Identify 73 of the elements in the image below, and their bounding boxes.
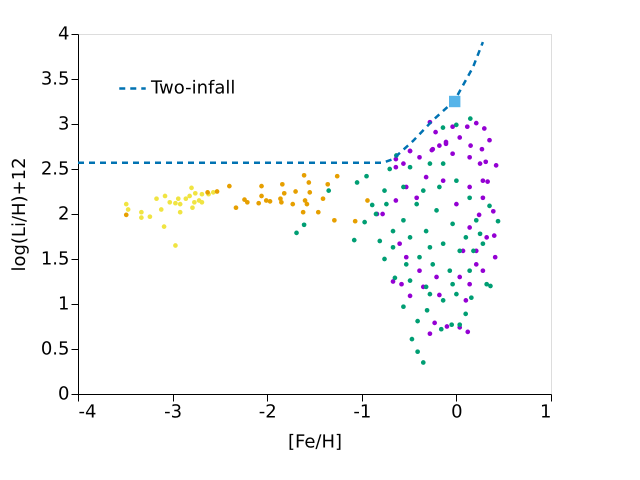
point xyxy=(148,214,152,220)
point xyxy=(178,202,183,206)
point xyxy=(256,200,262,206)
point xyxy=(187,194,192,198)
point xyxy=(259,194,264,198)
point xyxy=(126,207,130,212)
y-tick-label: 2.5 xyxy=(40,158,70,180)
point xyxy=(167,200,172,205)
point xyxy=(189,186,194,190)
point xyxy=(200,200,204,205)
x-tick-label: -3 xyxy=(164,402,182,422)
point xyxy=(173,243,178,248)
point xyxy=(448,96,460,108)
point xyxy=(124,202,129,206)
point xyxy=(304,202,310,206)
y-tick-label: 0 xyxy=(58,384,70,404)
point xyxy=(316,210,321,215)
y-tick-label: 1.5 xyxy=(40,248,70,270)
point xyxy=(302,172,306,178)
x-tick-label: 0 xyxy=(451,402,463,422)
point xyxy=(162,194,168,198)
y-tick-label: 0.5 xyxy=(40,338,70,360)
point xyxy=(279,200,284,205)
point xyxy=(259,184,264,188)
x-tick-label: 1 xyxy=(540,402,552,422)
y-tick-label: 3 xyxy=(58,114,70,134)
x-tick-label: -1 xyxy=(353,402,372,422)
point xyxy=(139,210,144,215)
point xyxy=(282,190,287,196)
point xyxy=(162,224,166,229)
point xyxy=(352,218,358,224)
point xyxy=(158,207,164,212)
point xyxy=(307,190,312,195)
y-tick-label: 4 xyxy=(58,24,70,44)
point xyxy=(139,215,144,220)
point xyxy=(242,197,247,202)
y-tick-label: 3.5 xyxy=(40,68,70,90)
x-tick-label: -2 xyxy=(258,402,277,422)
point xyxy=(178,210,183,215)
point xyxy=(334,174,340,179)
point xyxy=(280,182,285,187)
point xyxy=(320,196,326,202)
point xyxy=(192,200,197,205)
point xyxy=(176,196,181,202)
point xyxy=(306,180,312,185)
y-tick-label: 2 xyxy=(58,204,70,224)
point xyxy=(192,190,198,196)
point xyxy=(227,184,232,188)
point xyxy=(290,202,296,206)
legend-label: Two-infall xyxy=(150,78,236,98)
y-axis-title: log(Li/H)+12 xyxy=(8,157,30,272)
point xyxy=(173,200,178,206)
point xyxy=(244,200,250,205)
x-axis-title: [Fe/H] xyxy=(288,432,342,452)
point xyxy=(268,199,272,204)
y-tick-label: 1 xyxy=(58,294,70,314)
point xyxy=(264,198,269,203)
point xyxy=(200,192,204,197)
point xyxy=(325,182,330,187)
point xyxy=(190,205,195,210)
point xyxy=(300,210,306,215)
point xyxy=(234,205,238,210)
point xyxy=(302,198,308,203)
point xyxy=(365,198,370,203)
point xyxy=(332,218,337,223)
point xyxy=(293,189,298,194)
point xyxy=(154,196,159,202)
point xyxy=(210,190,216,195)
line-series xyxy=(76,40,484,164)
point xyxy=(184,196,188,202)
point xyxy=(214,189,220,194)
point xyxy=(124,212,129,218)
x-tick-label: -4 xyxy=(78,402,96,422)
